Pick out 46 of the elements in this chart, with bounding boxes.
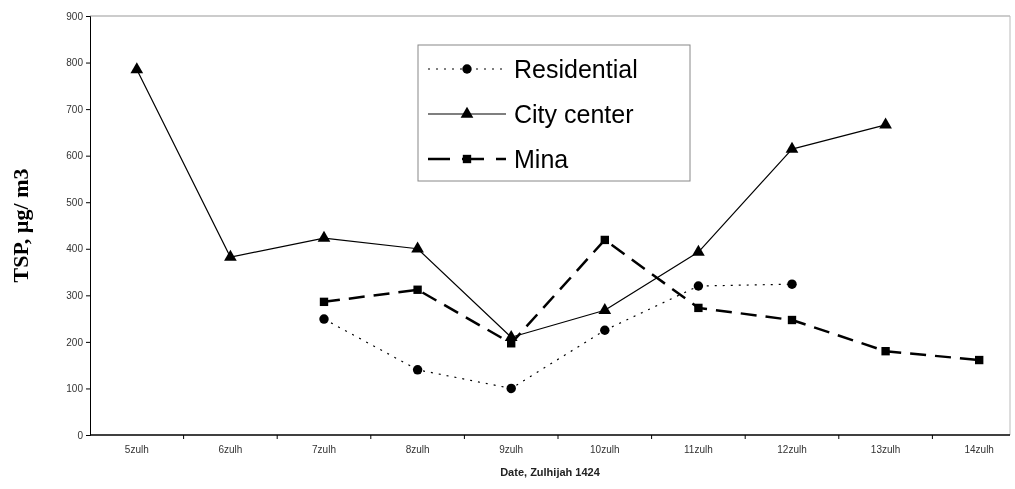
x-tick-label: 8zulh (405, 444, 430, 455)
point (319, 314, 329, 324)
point (412, 365, 423, 375)
legend-label: Residential (514, 55, 638, 83)
point (130, 62, 144, 74)
point (693, 281, 704, 291)
y-tick-label: 300 (66, 290, 84, 302)
y-tick-label: 500 (66, 196, 84, 208)
x-tick-label: 12zulh (777, 444, 807, 455)
point (411, 241, 424, 253)
point (692, 244, 705, 256)
x-tick-label: 11zulh (684, 444, 713, 455)
point (879, 117, 892, 129)
point (787, 315, 797, 325)
y-tick-label: 600 (66, 150, 84, 162)
y-tick-label: 200 (66, 336, 84, 348)
point (600, 325, 610, 335)
point (413, 285, 422, 294)
point (787, 279, 797, 289)
y-tick-label: 100 (66, 383, 84, 395)
point (975, 355, 984, 365)
point (694, 303, 703, 313)
y-tick-label: 800 (66, 57, 84, 69)
y-tick-label: 0 (77, 429, 84, 441)
x-tick-label: 7zulh (312, 444, 336, 455)
point (600, 235, 609, 245)
legend-label: Mina (514, 145, 569, 173)
point (317, 230, 331, 242)
point (785, 141, 799, 153)
point (319, 297, 329, 307)
x-tick-label: 14zulh (964, 444, 994, 455)
x-axis-title: Date, Zulhijah 1424 (500, 466, 601, 478)
x-tick-label: 6zulh (218, 444, 243, 455)
x-tick-label: 13zulh (870, 444, 901, 455)
y-axis-title: TSP, µg/ m3 (8, 168, 33, 283)
point (881, 347, 890, 356)
point (506, 383, 516, 394)
x-tick-label: 9zulh (499, 444, 524, 455)
y-tick-label: 400 (66, 243, 84, 255)
y-tick-label: 900 (66, 10, 84, 22)
x-tick-label: 10zulh (590, 444, 620, 455)
x-tick-label: 5zulh (124, 444, 149, 455)
legend-label: City center (514, 100, 634, 128)
point (224, 249, 237, 261)
y-tick-label: 700 (66, 103, 84, 115)
point (598, 302, 612, 314)
